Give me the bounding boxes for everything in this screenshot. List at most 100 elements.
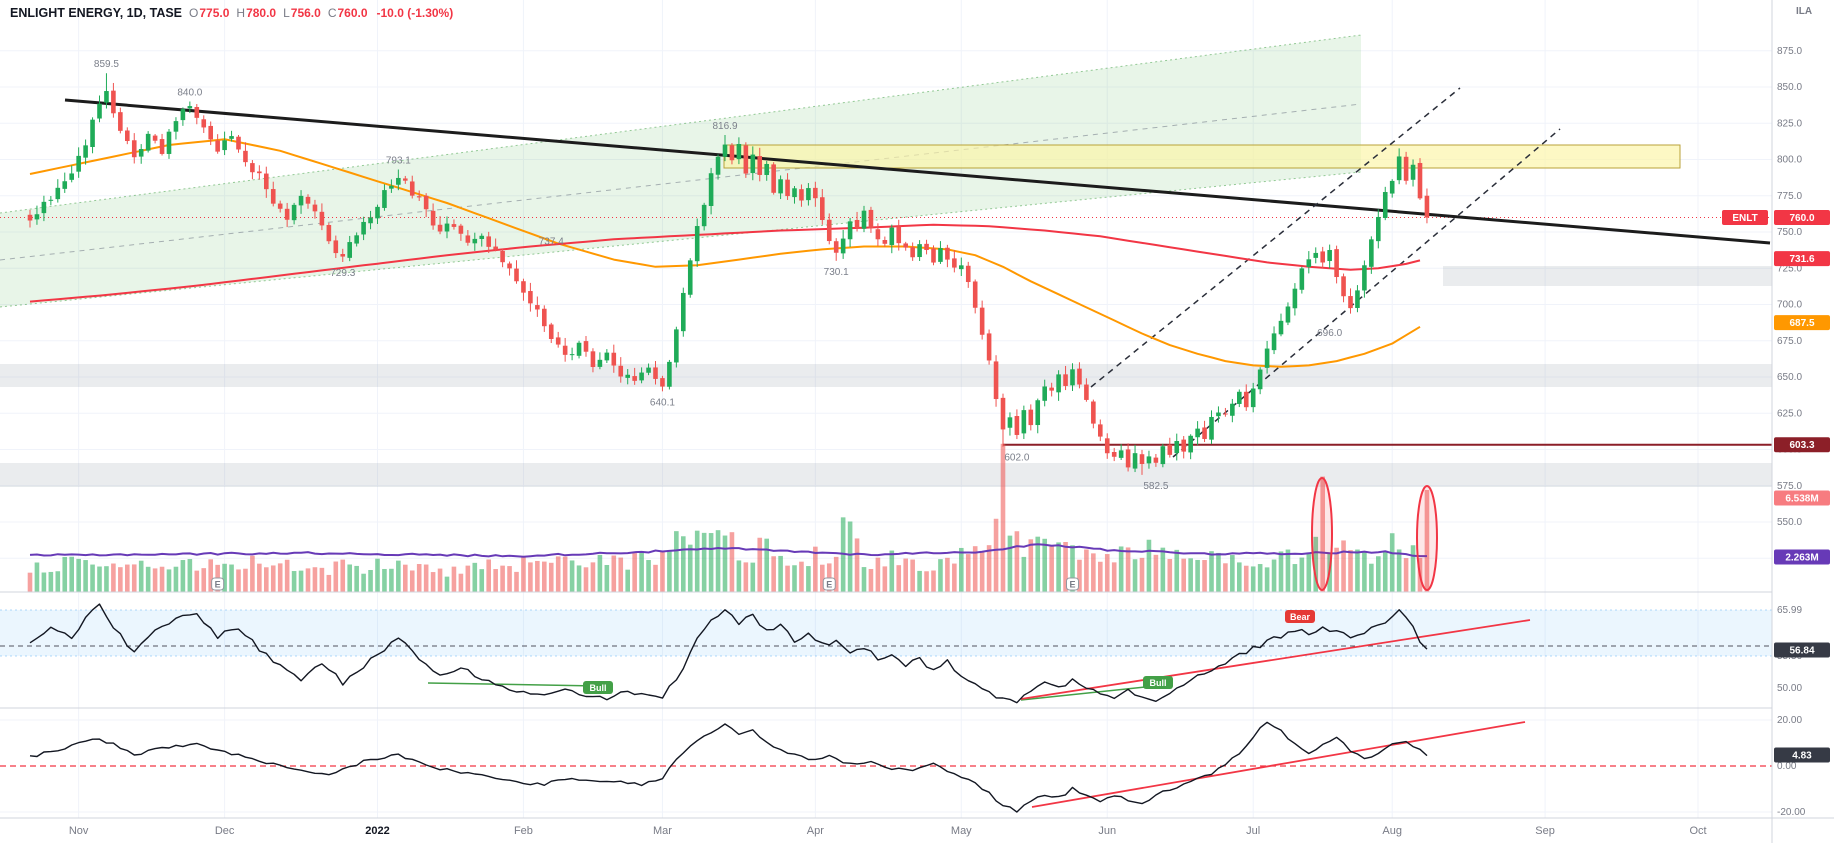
svg-text:850.0: 850.0 xyxy=(1777,82,1802,93)
svg-text:730.1: 730.1 xyxy=(824,267,849,278)
svg-text:687.5: 687.5 xyxy=(1789,318,1814,329)
volume-ma-line xyxy=(29,543,1427,558)
svg-text:602.0: 602.0 xyxy=(1004,453,1029,464)
svg-text:Feb: Feb xyxy=(514,825,533,837)
svg-text:Aug: Aug xyxy=(1382,825,1402,837)
symbol-legend[interactable]: ENLIGHT ENERGY, 1D, TASE O775.0 H780.0 L… xyxy=(10,6,453,20)
svg-text:Sep: Sep xyxy=(1535,825,1555,837)
price-badge: 731.6 xyxy=(1774,251,1830,267)
svg-text:Dec: Dec xyxy=(215,825,235,837)
price-badge: 603.3 xyxy=(1774,437,1830,453)
momentum-line xyxy=(29,721,1428,813)
price-badge: 760.0 xyxy=(1774,210,1830,225)
volume-highlight-ellipse[interactable] xyxy=(1416,485,1438,591)
earnings-icon[interactable]: E xyxy=(211,577,225,591)
bull-tag[interactable]: Bull xyxy=(1143,676,1173,689)
price-badge: 687.5 xyxy=(1774,315,1830,331)
svg-text:Jun: Jun xyxy=(1098,825,1116,837)
svg-text:6.538M: 6.538M xyxy=(1785,494,1818,505)
ohlc-low: L756.0 xyxy=(283,6,321,20)
time-axis[interactable]: Nov Dec 2022 Feb Mar Apr May Jun Jul Aug Sep Oct xyxy=(0,817,1834,837)
svg-text:550.0: 550.0 xyxy=(1777,517,1802,528)
volume-highlight-ellipse[interactable] xyxy=(1311,477,1333,591)
svg-text:0.00: 0.00 xyxy=(1777,761,1797,772)
rsi-line xyxy=(29,603,1428,704)
earnings-icon[interactable]: E xyxy=(822,577,836,591)
candles xyxy=(27,73,1430,475)
svg-text:700.0: 700.0 xyxy=(1777,300,1802,311)
svg-text:Bull: Bull xyxy=(1150,678,1167,688)
svg-text:737.4: 737.4 xyxy=(539,236,564,247)
price-badge: 2.263M xyxy=(1774,549,1830,565)
svg-text:56.84: 56.84 xyxy=(1789,646,1814,657)
svg-text:Mar: Mar xyxy=(653,825,672,837)
rsi-pane[interactable] xyxy=(0,609,1772,701)
grey-zone[interactable] xyxy=(0,266,1772,487)
svg-text:775.0: 775.0 xyxy=(1777,191,1802,202)
svg-text:603.3: 603.3 xyxy=(1789,440,1814,451)
svg-text:582.5: 582.5 xyxy=(1143,481,1168,492)
earnings-icon[interactable]: E xyxy=(1066,577,1079,591)
svg-text:Bull: Bull xyxy=(590,683,607,693)
svg-text:793.1: 793.1 xyxy=(386,156,411,167)
svg-text:50.00: 50.00 xyxy=(1777,683,1802,694)
symbol-price-tag: ENLT xyxy=(1722,210,1768,225)
volume-bars xyxy=(27,443,1430,592)
svg-text:2.263M: 2.263M xyxy=(1785,553,1818,564)
svg-text:-20.00: -20.00 xyxy=(1777,807,1806,818)
svg-text:E: E xyxy=(1069,580,1075,590)
price-badge: 6.538M xyxy=(1774,490,1830,506)
svg-text:575.0: 575.0 xyxy=(1777,481,1802,492)
svg-text:875.0: 875.0 xyxy=(1777,46,1802,57)
ma-orange-line xyxy=(29,138,1421,368)
svg-text:ENLT: ENLT xyxy=(1732,213,1757,224)
pane-separators[interactable] xyxy=(0,591,1834,709)
svg-text:729.3: 729.3 xyxy=(330,268,355,279)
price-change: -10.0 (-1.30%) xyxy=(376,6,454,20)
svg-text:Oct: Oct xyxy=(1689,825,1706,837)
ma-red-line xyxy=(29,223,1421,303)
svg-text:Jul: Jul xyxy=(1246,825,1260,837)
pivot-labels: 859.5 840.0 793.1 816.9 737.4 729.3 730.1 640.1… xyxy=(94,59,1343,492)
rsi-value-badge: 56.84 xyxy=(1774,642,1830,658)
svg-text:731.6: 731.6 xyxy=(1789,254,1814,265)
svg-text:859.5: 859.5 xyxy=(94,59,119,70)
svg-text:65.99: 65.99 xyxy=(1777,605,1802,616)
svg-text:675.0: 675.0 xyxy=(1777,336,1802,347)
svg-text:20.00: 20.00 xyxy=(1777,715,1802,726)
bull-tag[interactable]: Bull xyxy=(583,681,613,694)
bear-tag[interactable]: Bear xyxy=(1285,610,1315,623)
momentum-pane[interactable] xyxy=(0,719,1772,813)
svg-text:825.0: 825.0 xyxy=(1777,118,1802,129)
rising-wedge-zone[interactable] xyxy=(0,34,1362,308)
ohlc-open: O775.0 xyxy=(189,6,230,20)
svg-text:2022: 2022 xyxy=(365,825,389,837)
svg-text:840.0: 840.0 xyxy=(177,88,202,99)
svg-text:800.0: 800.0 xyxy=(1777,155,1802,166)
grid xyxy=(0,0,1772,818)
svg-text:640.1: 640.1 xyxy=(650,397,675,408)
svg-text:725.0: 725.0 xyxy=(1777,263,1802,274)
svg-text:750.0: 750.0 xyxy=(1777,227,1802,238)
svg-text:650.0: 650.0 xyxy=(1777,372,1802,383)
svg-text:Apr: Apr xyxy=(807,825,824,837)
svg-text:Nov: Nov xyxy=(69,825,89,837)
svg-text:E: E xyxy=(826,580,832,590)
momentum-value-badge: 4.83 xyxy=(1774,747,1830,763)
ohlc-close: C760.0 xyxy=(327,6,368,20)
svg-text:625.0: 625.0 xyxy=(1777,408,1802,419)
svg-text:ILA: ILA xyxy=(1796,6,1812,17)
svg-text:816.9: 816.9 xyxy=(712,121,737,132)
svg-text:760.0: 760.0 xyxy=(1789,213,1814,224)
svg-text:Bear: Bear xyxy=(1290,612,1311,622)
ohlc-high: H780.0 xyxy=(236,6,277,20)
svg-text:4.83: 4.83 xyxy=(1792,751,1812,762)
trendline-black[interactable] xyxy=(64,98,1771,245)
symbol-title: ENLIGHT ENERGY, 1D, TASE xyxy=(10,6,183,20)
svg-text:May: May xyxy=(951,825,972,837)
svg-text:E: E xyxy=(215,580,221,590)
price-axis[interactable]: ILA 875.0 850.0 825.0 800.0 775.0 750.0 725.0 70… xyxy=(1771,0,1834,843)
svg-text:696.0: 696.0 xyxy=(1317,328,1342,339)
